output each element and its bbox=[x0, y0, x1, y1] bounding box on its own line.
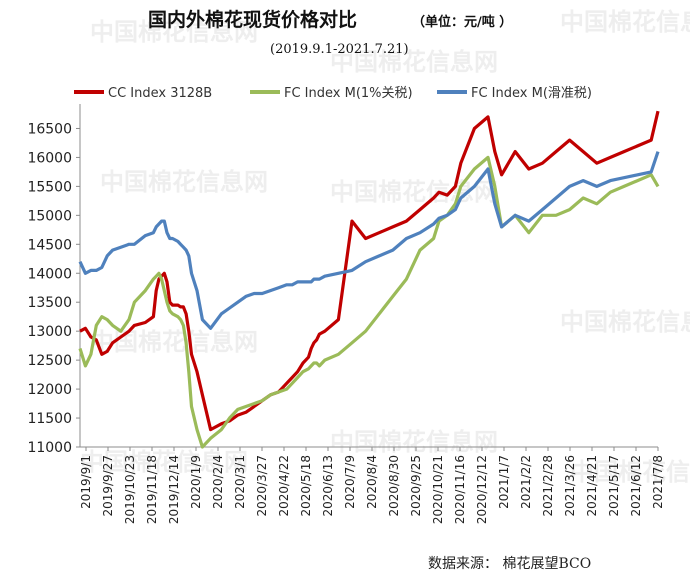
x-tick-label: 2020/8/30 bbox=[387, 455, 401, 517]
chart-series bbox=[78, 110, 660, 449]
x-tick-label: 2021/2/2 bbox=[519, 455, 533, 509]
x-tick-label: 2019/9/27 bbox=[101, 455, 115, 517]
watermark-text: 中国棉花信息网 bbox=[560, 8, 690, 36]
x-tick-label: 2020/9/25 bbox=[409, 455, 423, 517]
y-tick-label: 14000 bbox=[27, 266, 72, 282]
x-tick-label: 2020/5/18 bbox=[299, 455, 313, 517]
watermark-text: 中国棉花信息网 bbox=[90, 328, 258, 356]
y-tick-label: 15000 bbox=[27, 208, 72, 224]
watermark-text: 中国棉花信息网 bbox=[90, 18, 258, 46]
watermark-text: 中国棉花信息网 bbox=[330, 178, 498, 206]
x-tick-label: 2021/7/8 bbox=[651, 455, 665, 509]
x-tick-label: 2020/1/9 bbox=[189, 455, 203, 509]
x-tick-label: 2021/6/12 bbox=[629, 455, 643, 517]
x-tick-label: 2019/9/1 bbox=[79, 455, 93, 509]
y-tick-label: 11500 bbox=[27, 411, 72, 427]
x-tick-label: 2020/12/12 bbox=[475, 455, 489, 524]
x-tick-label: 2020/7/9 bbox=[343, 455, 357, 509]
series-line-1 bbox=[79, 110, 660, 432]
watermark-layer: 中国棉花信息网中国棉花信息网中国棉花信息网中国棉花信息网中国棉花信息网中国棉花信… bbox=[80, 8, 690, 486]
x-tick-label: 2020/3/27 bbox=[255, 455, 269, 517]
y-tick-label: 13500 bbox=[27, 295, 72, 311]
watermark-text: 中国棉花信息网 bbox=[100, 168, 268, 196]
data-source: 数据来源： 棉花展望BCO bbox=[428, 555, 591, 572]
chart-unit: （单位：元/吨 ） bbox=[412, 14, 512, 30]
chart-subtitle: (2019.9.1-2021.7.21) bbox=[270, 42, 409, 57]
x-tick-label: 2020/8/4 bbox=[365, 455, 379, 509]
x-tick-label: 2019/11/18 bbox=[145, 455, 159, 524]
watermark-text: 中国棉花信息网 bbox=[560, 308, 690, 336]
x-tick-label: 2020/6/13 bbox=[321, 455, 335, 517]
y-tick-label: 14500 bbox=[27, 237, 72, 253]
y-tick-label: 12500 bbox=[27, 353, 72, 369]
x-tick-label: 2019/12/14 bbox=[167, 455, 181, 524]
series-line-3 bbox=[78, 151, 660, 330]
y-tick-label: 15500 bbox=[27, 179, 72, 195]
x-tick-label: 2020/4/22 bbox=[277, 455, 291, 517]
chart-axes: 11000 11500 12000 12500 13000 13500 14000 14500… bbox=[27, 104, 658, 456]
watermark-text: 中国棉花信息网 bbox=[330, 428, 498, 456]
x-tick-label: 2019/10/23 bbox=[123, 455, 137, 524]
y-tick-label: 11000 bbox=[27, 440, 72, 456]
x-tick-label: 2021/3/26 bbox=[563, 455, 577, 517]
x-tick-label: 2020/10/21 bbox=[431, 455, 445, 524]
x-tick-label: 2020/3/1 bbox=[233, 455, 247, 509]
x-tick-label: 2021/2/28 bbox=[541, 455, 555, 517]
y-tick-label: 16500 bbox=[27, 121, 72, 137]
chart-legend: CC Index 3128B FC Index M(1%关税) FC Index M… bbox=[74, 86, 592, 101]
y-tick-label: 13000 bbox=[27, 324, 72, 340]
watermark-text: 中国棉花信息网 bbox=[80, 448, 248, 476]
x-tick-label: 2021/1/7 bbox=[497, 455, 511, 509]
x-axis-ticks: 2019/9/1 2019/9/27 2019/10/23 2019/11/18 201… bbox=[79, 447, 665, 524]
x-tick-label: 2020/11/16 bbox=[453, 455, 467, 524]
watermark-text: 中国棉花信息网 bbox=[570, 458, 690, 486]
legend-label-3: FC Index M(滑准税) bbox=[471, 86, 592, 101]
y-tick-label: 16000 bbox=[27, 150, 72, 166]
legend-label-2: FC Index M(1%关税) bbox=[284, 86, 413, 101]
y-tick-label: 12000 bbox=[27, 382, 72, 398]
chart-title: 国内外棉花现货价格对比 bbox=[148, 8, 357, 31]
x-tick-label: 2021/4/21 bbox=[585, 455, 599, 517]
x-tick-label: 2021/5/17 bbox=[607, 455, 621, 517]
watermark-text: 中国棉花信息网 bbox=[330, 48, 498, 76]
x-tick-label: 2020/2/4 bbox=[211, 455, 225, 509]
legend-label-1: CC Index 3128B bbox=[108, 86, 212, 101]
